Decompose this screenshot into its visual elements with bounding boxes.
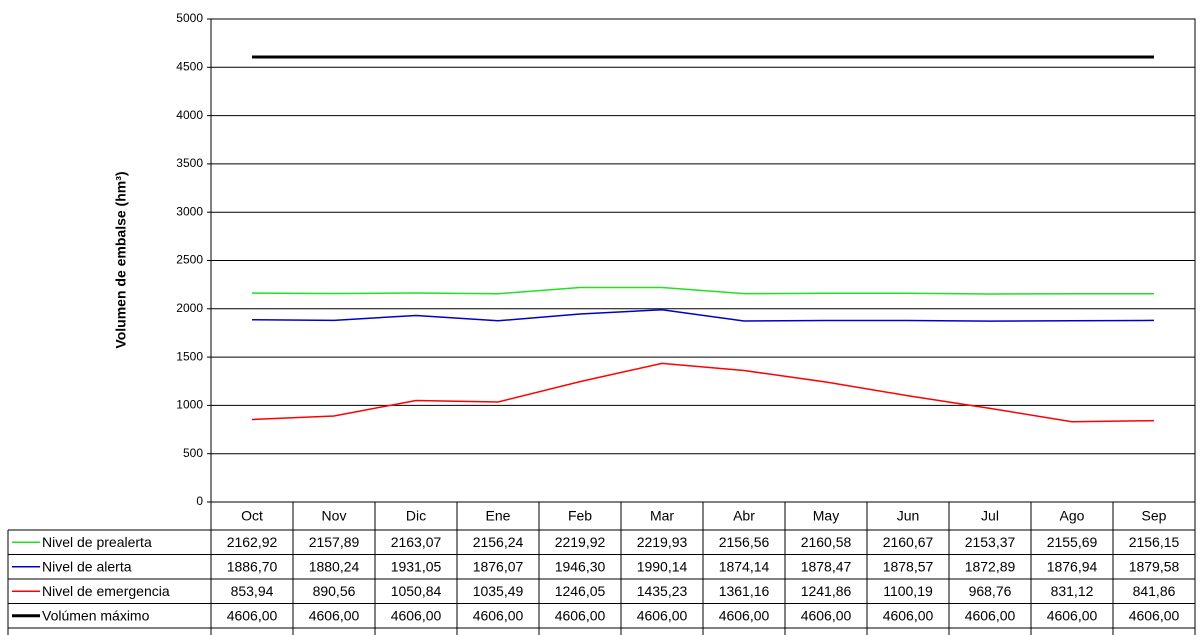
table-value: 2219,93	[637, 534, 688, 550]
x-tick-label: Mar	[650, 508, 674, 524]
y-tick-label: 4500	[176, 59, 203, 73]
series-line	[251, 286, 1155, 295]
table-value: 831,12	[1051, 583, 1094, 599]
table-value: 1246,05	[555, 583, 606, 599]
y-tick-label: 500	[183, 446, 203, 460]
table-value: 2162,92	[227, 534, 278, 550]
legend-label: Nivel de prealerta	[42, 534, 152, 550]
series-line	[251, 362, 1155, 423]
table-value: 2156,56	[719, 534, 770, 550]
table-value: 1435,23	[637, 583, 688, 599]
y-tick-label: 2000	[176, 301, 203, 315]
table-value: 1880,24	[309, 558, 360, 574]
y-tick-label: 0	[196, 494, 203, 508]
x-tick-label: Jul	[981, 508, 999, 524]
legend-label: Volúmen máximo	[42, 607, 150, 623]
y-tick-label: 4000	[176, 108, 203, 122]
table-value: 4606,00	[883, 607, 934, 623]
x-tick-label: Jun	[897, 508, 920, 524]
y-tick-label: 1500	[176, 349, 203, 363]
table-value: 1241,86	[801, 583, 852, 599]
x-tick-label: Sep	[1142, 508, 1167, 524]
table-value: 1879,58	[1129, 558, 1180, 574]
y-tick-label: 3000	[176, 204, 203, 218]
table-value: 4606,00	[801, 607, 852, 623]
table-value: 2219,92	[555, 534, 606, 550]
table-value: 2163,07	[391, 534, 442, 550]
table-value: 1035,49	[473, 583, 524, 599]
table-value: 2156,15	[1129, 534, 1180, 550]
y-tick-label: 2500	[176, 253, 203, 267]
table-value: 2153,37	[965, 534, 1016, 550]
x-tick-label: Oct	[241, 508, 263, 524]
table-value: 4606,00	[391, 607, 442, 623]
table-value: 1878,47	[801, 558, 852, 574]
table-value: 4606,00	[555, 607, 606, 623]
table-value: 1876,07	[473, 558, 524, 574]
x-tick-label: Feb	[568, 508, 592, 524]
table-value: 4606,00	[965, 607, 1016, 623]
legend-label: Nivel de emergencia	[42, 583, 170, 599]
x-tick-label: May	[813, 508, 839, 524]
table-value: 4606,00	[1129, 607, 1180, 623]
table-value: 1990,14	[637, 558, 688, 574]
table-value: 4606,00	[637, 607, 688, 623]
y-axis-label: Volumen de embalse (hm³)	[113, 171, 129, 348]
x-tick-label: Nov	[322, 508, 347, 524]
x-tick-label: Ene	[486, 508, 511, 524]
table-value: 853,94	[231, 583, 274, 599]
y-tick-label: 3500	[176, 156, 203, 170]
series-line	[251, 308, 1155, 322]
table-value: 1876,94	[1047, 558, 1098, 574]
table-value: 1931,05	[391, 558, 442, 574]
table-value: 1878,57	[883, 558, 934, 574]
table-value: 1361,16	[719, 583, 770, 599]
table-value: 4606,00	[227, 607, 278, 623]
table-value: 1886,70	[227, 558, 278, 574]
x-tick-label: Abr	[733, 508, 755, 524]
table-value: 841,86	[1133, 583, 1176, 599]
table-value: 1050,84	[391, 583, 442, 599]
table-value: 2160,67	[883, 534, 934, 550]
table-value: 2156,24	[473, 534, 524, 550]
x-tick-label: Ago	[1060, 508, 1085, 524]
table-value: 1100,19	[883, 583, 933, 599]
table-value: 4606,00	[473, 607, 524, 623]
table-value: 1872,89	[965, 558, 1016, 574]
y-tick-label: 5000	[176, 11, 203, 25]
y-tick-label: 1000	[176, 398, 203, 412]
table-value: 890,56	[313, 583, 356, 599]
table-value: 4606,00	[719, 607, 770, 623]
table-value: 968,76	[969, 583, 1012, 599]
table-value: 2157,89	[309, 534, 360, 550]
table-value: 4606,00	[309, 607, 360, 623]
x-tick-label: Dic	[406, 508, 426, 524]
legend-label: Nivel de alerta	[42, 558, 132, 574]
table-value: 2155,69	[1047, 534, 1098, 550]
table-value: 2160,58	[801, 534, 852, 550]
table-value: 1946,30	[555, 558, 606, 574]
table-value: 4606,00	[1047, 607, 1098, 623]
table-value: 1874,14	[719, 558, 770, 574]
